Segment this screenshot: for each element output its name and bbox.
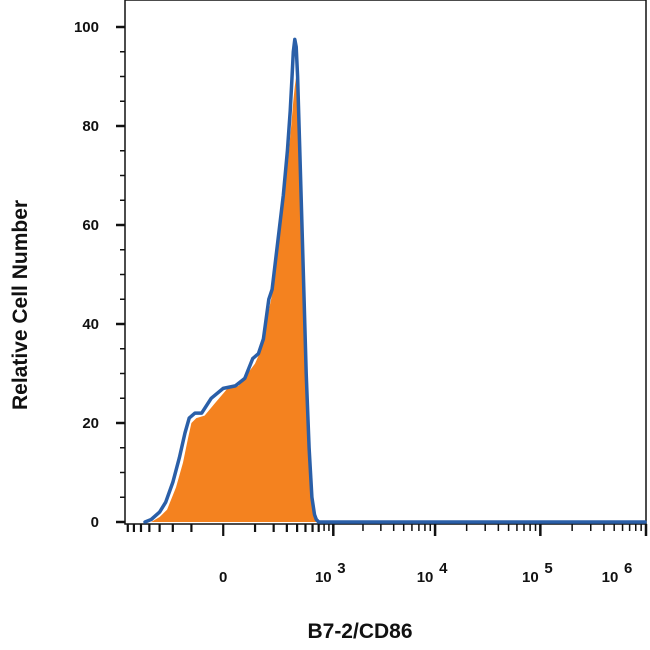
x-tick-label: 10: [417, 569, 434, 586]
x-tick-exponent: 4: [439, 560, 448, 577]
y-tick-label: 100: [74, 19, 99, 36]
y-tick-label: 60: [82, 217, 99, 234]
x-tick-label: 0: [219, 569, 227, 586]
y-tick-label: 20: [82, 415, 99, 432]
filled-histogram: [151, 76, 318, 522]
plot-frame: [124, 0, 647, 525]
x-tick-label: 10: [522, 569, 539, 586]
x-tick-label: 10: [315, 569, 332, 586]
x-tick-label: 10: [602, 569, 619, 586]
y-axis: 0 20 40 60 80 100: [74, 19, 125, 531]
y-tick-label: 0: [91, 514, 99, 531]
histogram-outline: [143, 37, 647, 524]
y-tick-label: 80: [82, 118, 99, 135]
x-axis-title: B7-2/CD86: [307, 620, 412, 643]
x-tick-exponent: 5: [544, 560, 552, 577]
x-tick-exponent: 3: [337, 560, 345, 577]
x-tick-exponent: 6: [624, 560, 632, 577]
y-axis-title: Relative Cell Number: [9, 200, 32, 410]
y-tick-label: 40: [82, 316, 99, 333]
x-axis: 0 10 3 10 4 10 5 10 6: [126, 524, 648, 586]
